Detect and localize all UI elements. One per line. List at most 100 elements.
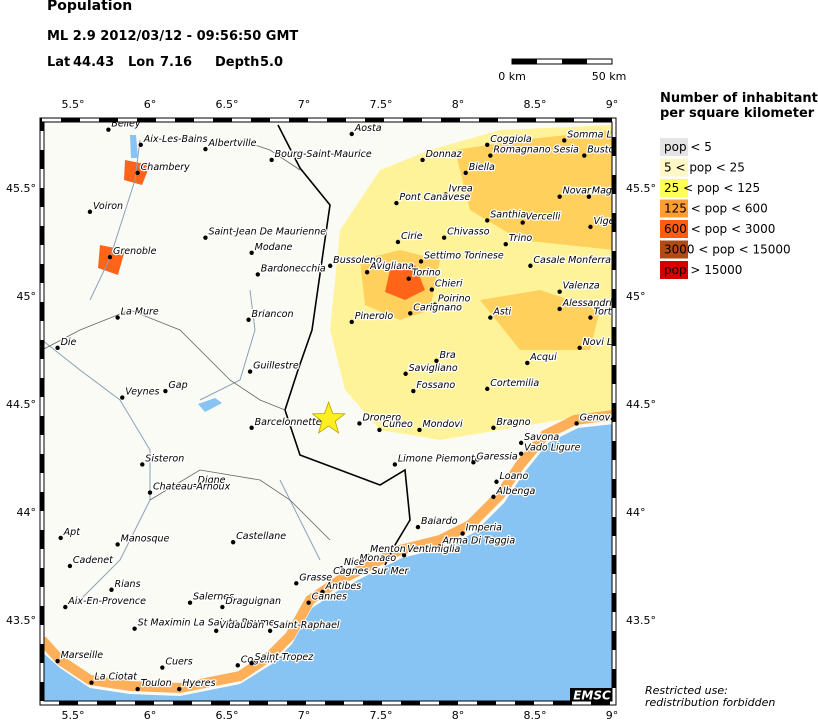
- city-label: Mondovi: [423, 419, 463, 430]
- city-dot: [364, 553, 370, 558]
- city-dot: [249, 661, 254, 666]
- city-dot: [460, 531, 465, 536]
- city-dot: [230, 540, 236, 545]
- city-dot: [354, 561, 359, 567]
- city-dot: [160, 665, 165, 670]
- city-dot: [434, 358, 439, 363]
- city-dot: [485, 386, 490, 392]
- lat-tick-label: 44.5°: [626, 398, 656, 411]
- urban-core: [98, 160, 425, 300]
- city-dot: [471, 460, 476, 465]
- city-label: Settimo Torinese: [424, 250, 504, 261]
- city-dot: [140, 462, 145, 467]
- city-label: Albenga: [495, 486, 535, 497]
- city-dot: [235, 663, 240, 668]
- city-label: Bussoleno: [333, 255, 382, 266]
- city-label: Vercelli: [526, 212, 561, 223]
- city-dot: [87, 209, 93, 214]
- city-dot: [503, 241, 508, 247]
- lat-tick-label: 45.5°: [6, 182, 36, 195]
- lat-tick-label: 44°: [17, 506, 37, 519]
- city-dot: [269, 157, 274, 163]
- city-dot: [437, 544, 442, 549]
- city-dot: [574, 421, 579, 426]
- lon-tick-label: 7°: [298, 98, 311, 111]
- lon-tick-label: 8°: [452, 709, 465, 722]
- city-dot: [562, 138, 567, 143]
- lat-tick-label: 45°: [17, 290, 37, 303]
- city-label: Pont Canavese: [399, 192, 470, 203]
- lat-tick-label: 43.5°: [6, 614, 36, 627]
- city-label: Pinerolo: [355, 311, 394, 322]
- city-dot: [132, 626, 137, 631]
- city-dot: [249, 250, 254, 255]
- city-dot: [320, 589, 325, 595]
- city-label: La Mure: [121, 307, 159, 318]
- city-dot: [109, 587, 114, 592]
- city-dot: [441, 235, 447, 240]
- legend-label: pop < 5: [664, 140, 712, 154]
- city-dot: [147, 490, 153, 495]
- lon-tick-label: 7.5°: [370, 98, 393, 111]
- city-dot: [485, 218, 490, 223]
- city-label: Carignano: [413, 302, 462, 313]
- city-dot: [420, 157, 425, 163]
- legend-swatch: [660, 138, 688, 156]
- sea: [42, 424, 614, 703]
- region-border: [42, 139, 331, 541]
- city-label: Castellane: [236, 531, 286, 542]
- city-label: Limone Piemonte: [398, 453, 481, 464]
- city-dot: [528, 263, 533, 268]
- city-dot: [392, 462, 398, 467]
- dense-area: [360, 130, 614, 350]
- city-label: Bourg-Saint-Maurice: [275, 149, 372, 160]
- city-label: Salernes: [193, 592, 234, 603]
- city-label: Valenza: [563, 281, 600, 292]
- city-label: Poirino: [438, 294, 471, 305]
- lat-tick-label: 45°: [626, 290, 646, 303]
- lon-tick-label: 6°: [144, 98, 157, 111]
- legend-title: Number of inhabitants: [660, 91, 818, 106]
- city-label: Vado Ligure: [524, 443, 580, 454]
- city-label: Cuneo: [382, 419, 413, 430]
- city-dot: [135, 170, 140, 176]
- city-label: Asti: [492, 307, 511, 318]
- lon-tick-label: 9°: [606, 98, 619, 111]
- city-label: Torino: [412, 268, 441, 279]
- lon-label: Lon: [128, 55, 154, 70]
- city-dot: [163, 388, 168, 394]
- city-label: Veynes: [125, 387, 159, 398]
- city-dot: [349, 131, 354, 137]
- city-label: Marseille: [61, 650, 104, 661]
- city-label: Modane: [255, 242, 293, 253]
- lon-tick-label: 8.5°: [524, 709, 547, 722]
- city-label: Aix-En-Provence: [67, 596, 146, 607]
- city-dot: [267, 628, 273, 633]
- city-label: Belley: [111, 119, 140, 130]
- city-label: La Ciotat: [94, 672, 138, 683]
- city-label: Sisteron: [145, 453, 184, 464]
- city-label: Busto: [587, 145, 614, 156]
- city-dot: [294, 581, 299, 586]
- city-label: Grenoble: [113, 246, 157, 257]
- city-label: Fossano: [416, 380, 455, 391]
- city-dot: [588, 315, 593, 320]
- city-label: Savona: [524, 432, 559, 443]
- city-label: Novi Ligure: [583, 337, 637, 348]
- city-label: Genova: [580, 412, 617, 423]
- city-label: Apt: [63, 527, 82, 538]
- city-label: Toulon: [141, 678, 172, 689]
- city-label: Casale Monferrato: [533, 255, 620, 266]
- legend-swatch: [660, 220, 688, 238]
- city-label: Imperia: [466, 523, 502, 534]
- city-label: Vigevano: [593, 216, 637, 227]
- city-label: Antibes: [324, 581, 361, 592]
- city-label: Briancon: [252, 309, 294, 320]
- city-label: Chateau-Arnoux: [153, 482, 231, 493]
- map-frame: [39, 117, 617, 706]
- rivers: [42, 139, 321, 601]
- city-label: Aix-Les-Bains: [143, 134, 208, 145]
- legend-title: per square kilometer: [660, 106, 815, 121]
- lat: 44.43: [73, 55, 114, 70]
- city-label: Chieri: [435, 279, 463, 290]
